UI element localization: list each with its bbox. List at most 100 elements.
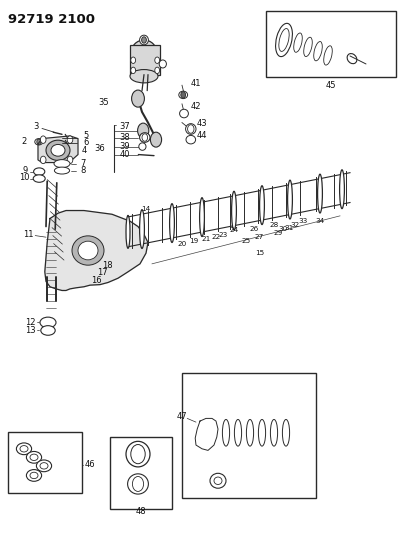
Ellipse shape (258, 419, 266, 446)
Text: 11: 11 (23, 230, 33, 239)
Text: 48: 48 (136, 507, 146, 516)
Ellipse shape (54, 167, 70, 174)
Text: 19: 19 (189, 238, 199, 244)
Ellipse shape (33, 175, 45, 182)
Text: 35: 35 (99, 98, 109, 107)
Circle shape (155, 57, 160, 63)
Text: 6: 6 (83, 139, 89, 147)
Ellipse shape (51, 144, 65, 156)
Ellipse shape (246, 419, 254, 446)
Circle shape (138, 123, 149, 138)
Ellipse shape (40, 317, 56, 328)
Text: 22: 22 (211, 233, 221, 240)
Bar (266, 11, 396, 77)
Polygon shape (45, 211, 148, 290)
Text: 18: 18 (102, 261, 112, 270)
Text: 39: 39 (120, 142, 130, 151)
Ellipse shape (20, 446, 28, 452)
Text: 27: 27 (254, 233, 264, 240)
Ellipse shape (139, 143, 146, 150)
Ellipse shape (214, 477, 222, 484)
Ellipse shape (270, 419, 278, 446)
Text: 31: 31 (284, 224, 294, 231)
Text: 45: 45 (326, 82, 336, 90)
Text: 15: 15 (255, 250, 265, 256)
Text: 8: 8 (80, 166, 86, 175)
Text: 14: 14 (141, 206, 151, 212)
Text: 17: 17 (97, 269, 107, 277)
Text: 25: 25 (241, 238, 251, 244)
Circle shape (181, 92, 186, 98)
Text: 5: 5 (83, 132, 89, 140)
Ellipse shape (186, 124, 196, 134)
Text: 34: 34 (315, 218, 325, 224)
Text: 7: 7 (80, 159, 86, 168)
Ellipse shape (159, 60, 166, 68)
Ellipse shape (276, 23, 292, 56)
Text: 29: 29 (273, 230, 283, 236)
Text: 2: 2 (21, 137, 27, 146)
Text: 23: 23 (218, 231, 228, 238)
Ellipse shape (294, 33, 302, 52)
Text: 26: 26 (249, 226, 259, 232)
Ellipse shape (140, 35, 148, 45)
Circle shape (142, 37, 146, 43)
Text: 47: 47 (177, 413, 187, 421)
Ellipse shape (279, 29, 289, 51)
Text: 3: 3 (33, 123, 39, 131)
Ellipse shape (222, 419, 230, 446)
Polygon shape (38, 136, 78, 163)
Text: 13: 13 (25, 326, 35, 335)
Bar (110, 437, 172, 509)
Ellipse shape (180, 109, 188, 118)
Ellipse shape (128, 474, 148, 494)
Ellipse shape (34, 168, 45, 175)
Ellipse shape (324, 46, 332, 65)
Ellipse shape (232, 191, 236, 230)
Text: 12: 12 (25, 318, 35, 327)
Ellipse shape (140, 209, 144, 248)
Circle shape (40, 156, 46, 164)
Bar (182, 373, 316, 498)
Ellipse shape (200, 198, 204, 237)
Ellipse shape (288, 180, 292, 219)
Circle shape (40, 136, 46, 143)
Ellipse shape (140, 133, 150, 142)
Bar (130, 45, 160, 75)
Text: 24: 24 (229, 227, 239, 233)
Ellipse shape (16, 443, 32, 455)
Circle shape (67, 156, 73, 164)
Text: 21: 21 (201, 236, 211, 242)
Ellipse shape (126, 215, 130, 248)
Ellipse shape (72, 236, 104, 265)
Ellipse shape (170, 204, 174, 243)
Text: 28: 28 (269, 222, 279, 229)
Text: 16: 16 (91, 276, 101, 285)
Circle shape (188, 125, 194, 133)
Ellipse shape (78, 241, 98, 260)
Circle shape (132, 90, 144, 107)
Circle shape (131, 67, 136, 74)
Ellipse shape (26, 470, 42, 481)
Circle shape (150, 132, 162, 147)
Ellipse shape (210, 473, 226, 488)
Text: 33: 33 (298, 218, 308, 224)
Ellipse shape (340, 170, 344, 208)
Circle shape (131, 445, 145, 464)
Text: 92719 2100: 92719 2100 (8, 13, 95, 26)
Ellipse shape (126, 441, 150, 467)
Circle shape (142, 134, 148, 141)
Ellipse shape (131, 40, 157, 67)
Ellipse shape (40, 463, 48, 469)
Ellipse shape (260, 186, 264, 224)
Ellipse shape (46, 140, 70, 160)
Ellipse shape (30, 472, 38, 479)
Ellipse shape (234, 419, 242, 446)
Text: 20: 20 (177, 241, 187, 247)
Ellipse shape (186, 135, 196, 144)
Ellipse shape (304, 37, 312, 56)
Circle shape (67, 136, 73, 143)
Text: 42: 42 (191, 102, 201, 111)
Text: 36: 36 (94, 144, 104, 152)
Circle shape (132, 477, 144, 491)
